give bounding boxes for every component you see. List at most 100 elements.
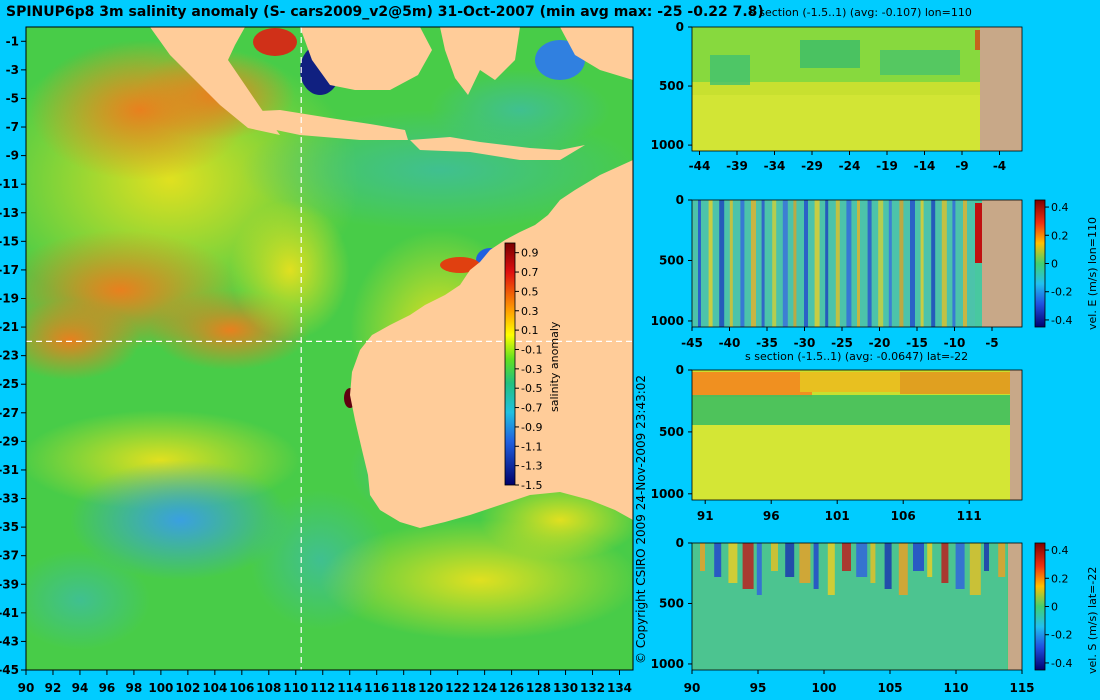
borneo-landmass: [300, 27, 432, 90]
salinity-cb-tick-label: 0.7: [521, 266, 539, 279]
vel-e-streak: [878, 200, 884, 327]
salinity-colorbar-ticks: 0.9 0.7 0.5 0.3 0.1 -0.1 -0.3 -0.5 -0.7 -0.9 -1.1 -…: [515, 247, 542, 492]
vel-cb-tick-label: -0.2: [1051, 286, 1072, 299]
vel-e-streak: [835, 200, 840, 327]
s-section-lat-22-title: s section (-1.5..1) (avg: -0.0647) lat=-…: [745, 350, 969, 363]
s-section-lat-22-x-tick-label: 106: [891, 509, 916, 523]
map-x-tick-label: 112: [310, 681, 335, 695]
map-x-tick-label: 122: [445, 681, 470, 695]
salinity-cb-tick-label: -0.3: [521, 363, 542, 376]
s-section-lon110-y-tick-label: 500: [659, 79, 684, 93]
vel-s-streak: [984, 543, 989, 571]
vel-s-colorbar: [1034, 542, 1046, 671]
vel-s-streak: [870, 543, 876, 583]
vel-e-streak: [941, 200, 947, 327]
map-x-tick-label: 120: [418, 681, 443, 695]
vel-s-section-lat-22-x-tick-label: 110: [943, 681, 968, 695]
map-y-tick-label: -15: [0, 234, 19, 248]
vel-e-section-lon110-x-tick-label: -15: [906, 336, 928, 350]
vel-e-section-lon110-x-tick-label: -45: [681, 336, 703, 350]
vel-s-colorbar-ticks: 0.4 0.2 0 -0.2 -0.4: [1045, 544, 1072, 670]
salinity-cb-tick-label: -1.5: [521, 479, 542, 492]
salinity-colorbar: [504, 242, 516, 486]
vel-s-section-lat-22-x-tick-label: 115: [1009, 681, 1034, 695]
vel-e-colorbar-ticks: 0.4 0.2 0 -0.2 -0.4: [1045, 201, 1072, 327]
vel-s-section-lat-22-x-tick-label: 95: [750, 681, 767, 695]
map-y-tick-label: -5: [6, 91, 19, 105]
s-section-lat-22-y-tick-label: 0: [676, 363, 684, 377]
vel-e-section-lon110-y-tick-label: 1000: [651, 314, 684, 328]
java-landmass: [240, 110, 408, 140]
vel-s-streak: [842, 543, 851, 571]
map-y-tick-label: -43: [0, 634, 19, 648]
vel-e-streak: [899, 200, 904, 327]
s-section-lon110-x-tick-label: -34: [764, 159, 786, 173]
vel-e-section-lon110-panel: [691, 199, 1023, 328]
map-y-tick-label: -35: [0, 520, 19, 534]
vel-s-streak: [856, 543, 868, 577]
vel-s-section-lat-22-x-tick-label: 100: [811, 681, 836, 695]
s-section-lon110-x-tick-label: -19: [876, 159, 898, 173]
vel-cb-tick-label: 0: [1051, 258, 1058, 271]
vel-e-section-lon110-x-tick-label: -30: [794, 336, 816, 350]
vel-s-streak: [913, 543, 924, 571]
vel-e-section-lon110-y-tick-label: 500: [659, 253, 684, 267]
vel-e-streak: [920, 200, 924, 327]
vel-e-streak: [698, 200, 701, 327]
vel-e-section-lon110-x-tick-label: -10: [944, 336, 966, 350]
s-section-lat-22-x-tick-label: 91: [697, 509, 714, 523]
map-y-tick-label: -11: [0, 177, 19, 191]
vel-s-streak: [884, 543, 892, 589]
map-y-tick-label: -31: [0, 463, 19, 477]
vel-e-streak: [740, 200, 745, 327]
map-x-tick-label: 98: [126, 681, 143, 695]
vel-e-section-lon110-x-tick-label: -40: [719, 336, 741, 350]
vel-e-colorbar: [1034, 199, 1046, 328]
vel-s-section-lat-22-y-tick-label: 0: [676, 536, 684, 550]
map-y-tick-label: -19: [0, 291, 19, 305]
salinity-cb-tick-label: -0.1: [521, 343, 542, 356]
salinity-cb-tick-label: 0.9: [521, 247, 539, 260]
map-ticks: 90 92 94 96 98 100 102 104 106 108 110 112 114 116 118…: [0, 34, 632, 695]
map-y-tick-label: -29: [0, 434, 19, 448]
vel-cb-tick-label: 0.4: [1051, 201, 1069, 214]
vel-cb-tick-label: 0.2: [1051, 229, 1069, 242]
vel-e-streak: [846, 200, 852, 327]
s-section-lon110-panel: [691, 26, 1023, 152]
vel-s-section-lat-22-x-tick-label: 90: [684, 681, 701, 695]
sulawesi-landmass: [440, 27, 520, 95]
map-y-tick-label: -27: [0, 406, 19, 420]
s-section-lat-22-x-tick-label: 101: [825, 509, 850, 523]
vel-e-streak: [719, 200, 725, 327]
vel-e-streak: [825, 200, 829, 327]
salinity-cb-tick-label: -1.3: [521, 460, 542, 473]
nusa-tenggara-landmass: [410, 137, 585, 160]
salinity-colorbar-label: salinity anomaly: [548, 321, 561, 412]
map-x-tick-label: 94: [72, 681, 89, 695]
vel-s-streak: [898, 543, 908, 595]
vel-e-streak: [931, 200, 936, 327]
australia-landmass: [350, 160, 633, 528]
map-x-tick-label: 116: [364, 681, 389, 695]
vel-e-streak: [952, 200, 956, 327]
map-x-tick-label: 128: [526, 681, 551, 695]
vel-cb-tick-label: 0.4: [1051, 544, 1069, 557]
map-x-tick-label: 134: [607, 681, 632, 695]
map-y-tick-label: -7: [6, 120, 19, 134]
map-y-tick-label: -13: [0, 206, 19, 220]
main-title: SPINUP6p8 3m salinity anomaly (S- cars20…: [6, 4, 764, 20]
vel-cb-tick-label: 0: [1051, 601, 1058, 614]
vel-s-streak: [785, 543, 795, 577]
salinity-cb-tick-label: 0.3: [521, 305, 539, 318]
vel-s-section-lat-22-y-tick-label: 500: [659, 596, 684, 610]
map-x-tick-label: 102: [175, 681, 200, 695]
salinity-cb-tick-label: -0.5: [521, 382, 542, 395]
map-x-tick-label: 104: [202, 681, 227, 695]
map-y-tick-label: -17: [0, 263, 19, 277]
vel-s-streak: [728, 543, 738, 583]
s-section-lon110-x-tick-label: -29: [801, 159, 823, 173]
vel-e-streak: [888, 200, 892, 327]
vel-e-streak: [782, 200, 788, 327]
s-section-lon110-title: s section (-1.5..1) (avg: -0.107) lon=11…: [750, 6, 972, 19]
map-x-tick-label: 100: [148, 681, 173, 695]
